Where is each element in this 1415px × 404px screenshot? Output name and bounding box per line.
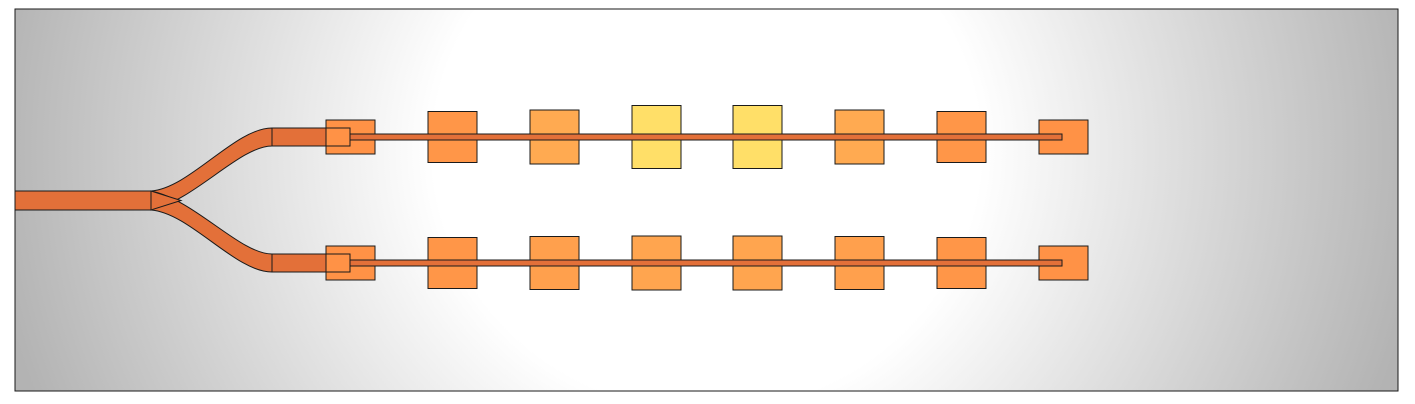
y-junction bbox=[150, 190, 183, 211]
upper-narrow-waveguide bbox=[349, 133, 1063, 141]
substrate-background bbox=[14, 8, 1399, 392]
upper-input-taper bbox=[325, 127, 351, 147]
lower-branch-pads bbox=[325, 235, 1089, 291]
input-waveguide bbox=[14, 190, 152, 211]
lower-input-taper bbox=[325, 253, 351, 273]
upper-branch-pads bbox=[325, 105, 1089, 169]
lower-narrow-waveguide bbox=[349, 259, 1063, 267]
